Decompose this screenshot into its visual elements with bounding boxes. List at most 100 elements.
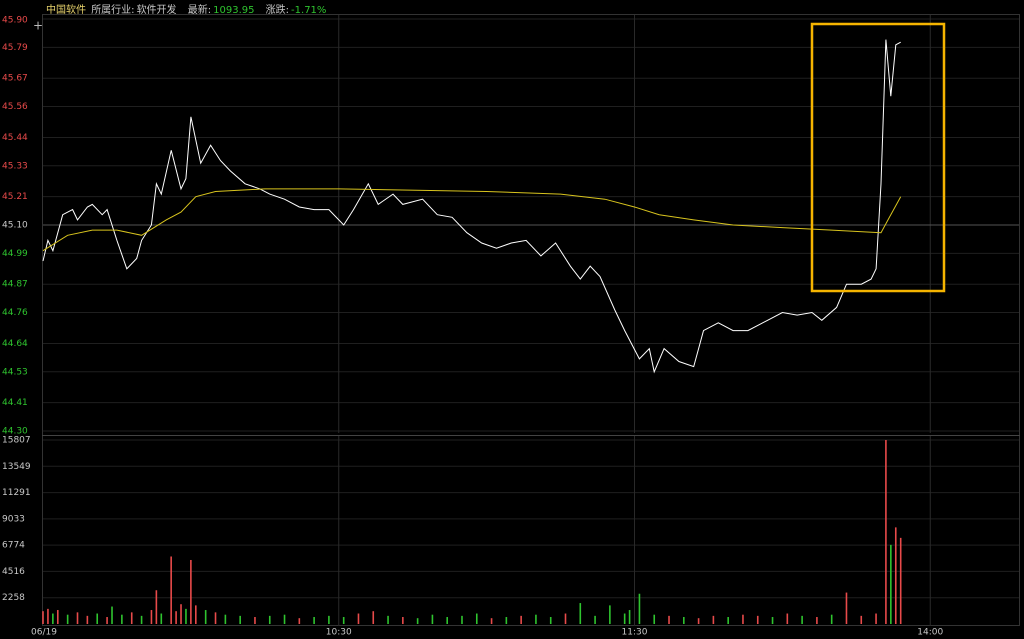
y-tick-label: 2258 [2,593,25,603]
volume-bar [623,613,626,624]
volume-bar [594,615,596,624]
volume-bar [535,614,537,624]
latest: 1093.95 [213,5,255,16]
volume-bar [254,617,256,624]
volume-bar [313,617,315,624]
y-tick-label: 9033 [2,514,25,524]
volume-bar [47,608,49,624]
volume-bar [727,617,729,624]
y-tick-label: 44.53 [2,367,28,377]
volume-bar [56,610,59,624]
frame [42,14,1020,626]
volume-bar [683,617,685,624]
volume-bar [786,613,789,624]
volume-bar [224,614,227,624]
y-tick-label: 45.33 [2,161,28,171]
volume-bar [668,615,670,624]
volume-bar [564,613,567,624]
y-tick-label: 45.44 [2,133,28,143]
volume-bar [890,544,892,624]
volume-bar [66,614,69,624]
change: -1.71% [291,5,327,16]
volume-bar [894,527,897,624]
y-tick-label: 44.41 [2,398,28,408]
volume-bar [140,615,143,624]
volume-bar [150,610,153,624]
y-tick-label: 45.56 [2,102,28,112]
y-tick-label: 45.79 [2,43,28,53]
highlight-box [810,22,946,293]
volume-bar [505,617,508,624]
volume-bar [372,611,375,624]
volume-bar [185,608,187,624]
volume-bar [42,611,44,624]
volume-bar [771,617,774,624]
volume-bar [387,615,389,624]
volume-bar [239,615,241,624]
y-tick-label: 45.21 [2,192,28,202]
change-label: 涨跌: [265,5,290,16]
y-tick-label: 45.67 [2,74,28,84]
y-tick-label: 13549 [2,462,31,472]
volume-bar [549,617,552,624]
volume-bar [190,559,192,624]
volume-bar [801,615,803,624]
volume-bar [638,593,641,624]
x-tick-label: 10:30 [326,628,352,638]
volume-bar [845,592,848,624]
price-line [42,39,901,374]
y-tick-label: 44.99 [2,249,28,259]
volume-bar [86,615,89,624]
volume-bar [402,617,404,624]
y-tick-label: 44.76 [2,308,28,318]
volume-bar [342,617,345,624]
volume-bar [816,617,818,624]
y-tick-label: 44.30 [2,427,28,437]
volume-bar [111,606,113,624]
volume-bar [860,615,863,624]
industry: 软件开发 [136,5,177,16]
stock-name: 中国软件 [46,5,86,16]
volume-bar [106,617,108,624]
volume-bar [175,611,177,624]
volume-bar [475,613,478,624]
latest-label: 最新: [187,5,212,16]
volume-bar [416,618,419,624]
x-tick-label: 14:00 [917,628,943,638]
volume-bar [885,440,887,624]
volume-bar [268,615,271,624]
volume-bar [461,615,463,624]
volume-bar [170,556,172,624]
volume-bar [180,604,182,624]
volume-bar [520,615,522,624]
volume-bar [653,614,656,624]
volume-bar [130,612,133,624]
volume-bar [742,614,744,624]
volume-bar [490,618,493,624]
volume-bar [875,613,877,624]
volume-bar [328,615,330,624]
header: 中国软件 所属行业: 软件开发 最新: 1093.95 涨跌: -1.71% [46,1,328,16]
volume-bar [830,614,833,624]
price-line [42,188,902,252]
y-tick-label: 6774 [2,541,25,551]
y-tick-label: 15807 [2,436,31,446]
volume-bar [155,590,158,624]
volume-bar [214,612,217,624]
x-tick-label: 06/19 [31,628,57,638]
y-tick-label: 11291 [2,488,31,498]
volume-bar [697,618,700,624]
volume-bar [712,615,715,624]
crosshair-icon: + [33,19,43,33]
volume-bar [357,613,360,624]
volume-bar [899,537,902,624]
volume-bar [283,614,286,624]
volume-bar [195,605,197,624]
volume-bar [431,614,434,624]
industry-label: 所属行业: [91,5,135,16]
volume-bar [628,610,631,624]
volume-bar [446,617,449,624]
